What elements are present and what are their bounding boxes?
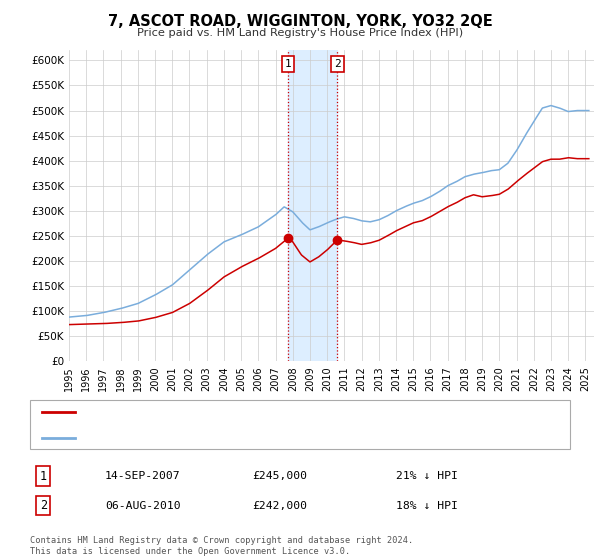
Text: Contains HM Land Registry data © Crown copyright and database right 2024.
This d: Contains HM Land Registry data © Crown c… xyxy=(30,536,413,556)
Text: 1: 1 xyxy=(284,59,291,69)
Text: 7, ASCOT ROAD, WIGGINTON, YORK, YO32 2QE: 7, ASCOT ROAD, WIGGINTON, YORK, YO32 2QE xyxy=(107,14,493,29)
Text: 06-AUG-2010: 06-AUG-2010 xyxy=(105,501,181,511)
Bar xyxy=(288,50,337,361)
Text: £245,000: £245,000 xyxy=(252,471,307,481)
Text: 18% ↓ HPI: 18% ↓ HPI xyxy=(396,501,458,511)
Text: Price paid vs. HM Land Registry's House Price Index (HPI): Price paid vs. HM Land Registry's House … xyxy=(137,28,463,38)
Text: 21% ↓ HPI: 21% ↓ HPI xyxy=(396,471,458,481)
Text: 2: 2 xyxy=(40,499,47,512)
Text: 14-SEP-2007: 14-SEP-2007 xyxy=(105,471,181,481)
Text: 2: 2 xyxy=(334,59,341,69)
Text: 1: 1 xyxy=(40,469,47,483)
Text: HPI: Average price, detached house, York: HPI: Average price, detached house, York xyxy=(81,433,321,443)
Text: 7, ASCOT ROAD, WIGGINTON, YORK, YO32 2QE (detached house): 7, ASCOT ROAD, WIGGINTON, YORK, YO32 2QE… xyxy=(81,407,423,417)
Text: £242,000: £242,000 xyxy=(252,501,307,511)
